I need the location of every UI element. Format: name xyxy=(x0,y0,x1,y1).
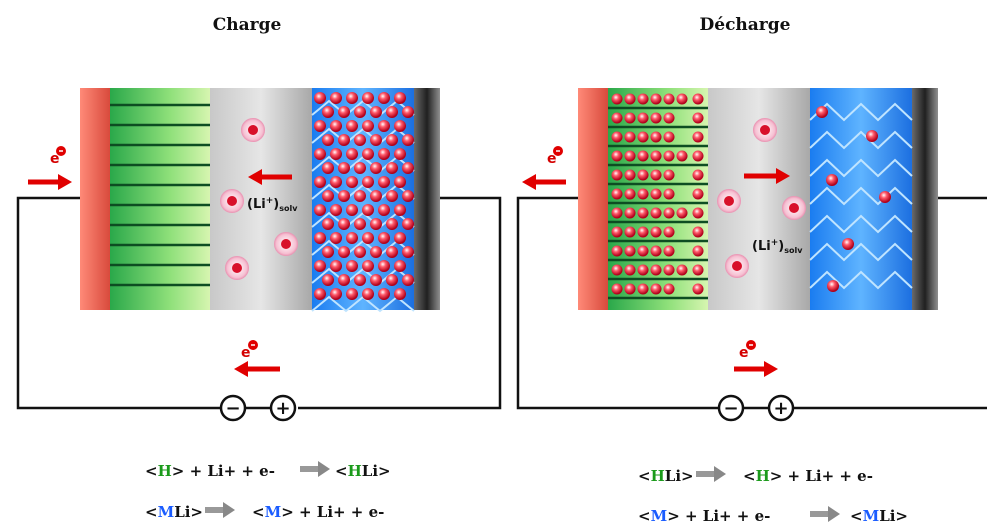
charge-current-collector-left xyxy=(80,88,110,310)
discharge-electron-label-top: e xyxy=(547,151,557,167)
charge-graphite-layers xyxy=(110,103,210,287)
discharge-wire-left xyxy=(516,196,720,410)
charge-title: Charge xyxy=(213,15,282,35)
discharge-ion-label: (Li+)solv xyxy=(752,238,803,255)
discharge-title: Décharge xyxy=(700,15,791,35)
charge-electron-label-top: e xyxy=(50,151,60,167)
discharge-equation-1-right: <H> + Li+ + e- xyxy=(743,467,873,485)
charge-plus-sign: + xyxy=(275,398,290,419)
discharge-ion-arrow xyxy=(744,168,790,184)
discharge-zigzag-lattice xyxy=(809,102,913,290)
discharge-plus-sign: + xyxy=(773,398,788,419)
charge-wire-right xyxy=(298,196,502,410)
charge-ion-label: (Li+)solv xyxy=(247,196,298,213)
charge-negative-electrode xyxy=(110,88,210,310)
discharge-equation-2-arrow-icon xyxy=(810,506,840,522)
charge-equation-1-right: <HLi> xyxy=(335,462,391,480)
charge-ion-arrow xyxy=(248,169,292,185)
discharge-current-collector-right xyxy=(912,88,938,310)
charge-equation-1-left: <H> + Li+ + e- xyxy=(145,462,275,480)
discharge-equation-1-arrow-icon xyxy=(696,466,726,482)
charge-minus-terminal-icon xyxy=(219,394,247,422)
discharge-panel: Décharge (Li xyxy=(516,15,987,525)
charge-electron-arrow-top xyxy=(28,174,72,190)
discharge-positive-ions xyxy=(816,106,891,292)
charge-electron-arrow-bottom xyxy=(234,361,280,377)
discharge-equation-2-left: <M> + Li+ + e- xyxy=(638,507,770,525)
discharge-equation-2-right: <MLi> xyxy=(850,507,908,525)
discharge-graphite-layers xyxy=(608,106,708,300)
charge-wire-left xyxy=(16,196,222,410)
charge-minus-sign: − xyxy=(225,398,240,419)
discharge-solvated-ions xyxy=(717,118,806,278)
discharge-current-collector-left xyxy=(578,88,608,310)
charge-intercalated-ions xyxy=(314,92,414,300)
charge-solvated-ions xyxy=(220,118,298,280)
discharge-minus-sign: − xyxy=(723,398,738,419)
charge-equation-2-left: <MLi> xyxy=(145,503,203,521)
discharge-plus-terminal-icon xyxy=(767,394,795,422)
discharge-positive-electrode xyxy=(810,88,912,310)
discharge-electron-arrow-top xyxy=(522,174,566,190)
charge-electron-label-bottom: e xyxy=(241,345,251,361)
discharge-equation-1-left: <HLi> xyxy=(638,467,694,485)
charge-current-collector-right xyxy=(414,88,440,310)
discharge-electron-arrow-bottom xyxy=(734,361,778,377)
charge-panel: Charge (L xyxy=(16,15,502,521)
charge-equation-2-right: <M> + Li+ + e- xyxy=(252,503,384,521)
discharge-minus-terminal-icon xyxy=(717,394,745,422)
charge-equation-2-arrow-icon xyxy=(205,502,235,518)
charge-plus-terminal-icon xyxy=(269,394,297,422)
discharge-intercalated-ions-negative xyxy=(611,93,704,295)
charge-equation-1-arrow-icon xyxy=(300,461,330,477)
discharge-electron-label-bottom: e xyxy=(739,345,749,361)
